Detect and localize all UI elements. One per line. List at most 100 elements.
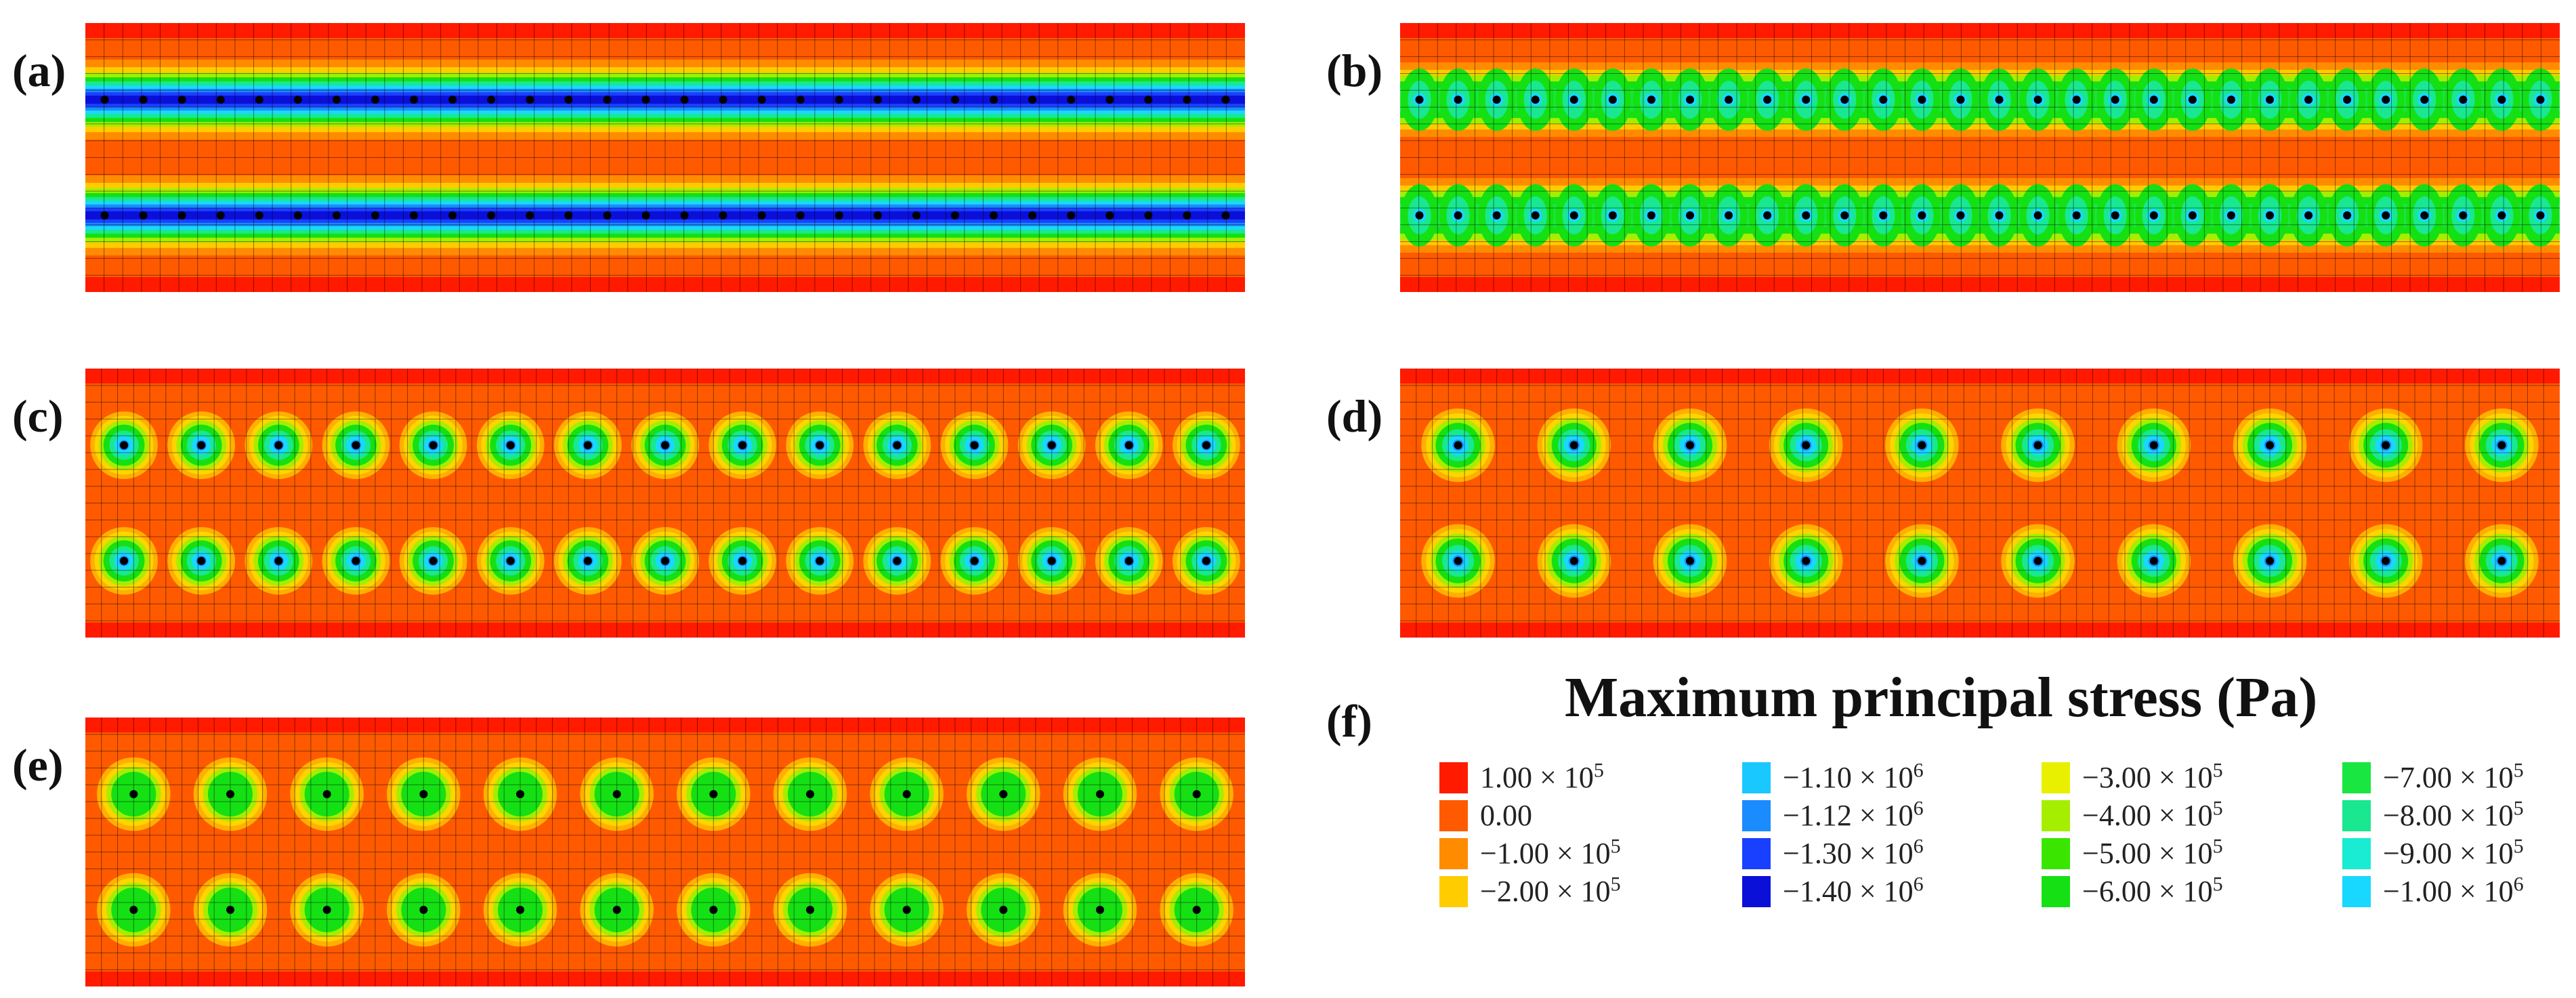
- legend-swatch: [2342, 800, 2371, 831]
- anchor-point: [806, 790, 814, 799]
- anchor-point: [2420, 96, 2429, 104]
- anchor-point: [999, 790, 1008, 799]
- edge-band-top: [85, 718, 1245, 732]
- anchor-point: [1028, 211, 1037, 220]
- anchor-point: [506, 441, 515, 450]
- anchor-point: [564, 96, 573, 104]
- legend-value: −1.30 × 106: [1783, 835, 1924, 870]
- legend-swatch: [2342, 838, 2371, 869]
- anchor-point: [661, 441, 669, 450]
- anchor-point: [1569, 96, 1578, 104]
- anchor-point: [912, 211, 921, 220]
- anchor-point: [1918, 211, 1926, 220]
- anchor-point: [197, 441, 206, 450]
- anchor-point: [293, 211, 302, 220]
- anchor-point: [583, 441, 592, 450]
- anchor-point: [1202, 441, 1210, 450]
- legend-swatch: [2042, 800, 2070, 831]
- anchor-point: [100, 96, 109, 104]
- anchor-point: [2459, 96, 2468, 104]
- anchor-point: [1047, 556, 1056, 565]
- anchor-point: [293, 96, 302, 104]
- anchor-point: [2497, 441, 2506, 450]
- mesh-grid: [85, 369, 1245, 638]
- anchor-point: [970, 441, 979, 450]
- anchor-point: [1918, 556, 1926, 565]
- anchor-point: [255, 96, 263, 104]
- anchor-point: [2226, 96, 2235, 104]
- anchor-point: [1569, 556, 1578, 565]
- anchor-point: [1454, 441, 1462, 450]
- mesh-grid: [85, 718, 1245, 986]
- anchor-point: [2072, 211, 2081, 220]
- anchor-point: [2149, 441, 2158, 450]
- anchor-point: [1454, 96, 1462, 104]
- edge-band-bottom: [85, 277, 1245, 292]
- anchor-point: [835, 96, 843, 104]
- anchor-point: [526, 211, 534, 220]
- anchor-point: [2536, 211, 2545, 220]
- anchor-point: [1047, 441, 1056, 450]
- anchor-point: [216, 96, 225, 104]
- edge-band-bottom: [85, 972, 1245, 986]
- legend-value: −4.00 × 105: [2082, 797, 2223, 832]
- anchor-point: [2382, 556, 2390, 565]
- mesh-grid: [1400, 369, 2560, 638]
- legend-swatch: [2342, 876, 2371, 907]
- anchor-point: [583, 556, 592, 565]
- anchor-point: [709, 790, 718, 799]
- anchor-point: [970, 556, 979, 565]
- anchor-point: [2304, 96, 2313, 104]
- anchor-point: [661, 556, 669, 565]
- anchor-point: [274, 556, 283, 565]
- anchor-point: [564, 211, 573, 220]
- anchor-point: [680, 211, 689, 220]
- anchor-point: [1995, 211, 2004, 220]
- anchor-point: [226, 790, 234, 799]
- mesh-grid: [85, 23, 1245, 292]
- edge-band-bottom: [1400, 277, 2560, 292]
- anchor-point: [1096, 905, 1104, 914]
- anchor-point: [1124, 441, 1133, 450]
- stress-band: [1400, 203, 2560, 227]
- anchor-point: [2343, 211, 2352, 220]
- anchor-point: [487, 96, 496, 104]
- anchor-point: [2188, 96, 2197, 104]
- anchor-point: [139, 211, 148, 220]
- legend-value: −1.10 × 106: [1783, 759, 1924, 794]
- anchor-point: [1802, 556, 1811, 565]
- anchor-point: [902, 905, 911, 914]
- anchor-point: [1802, 96, 1811, 104]
- legend-value: 0.00: [1480, 799, 1532, 832]
- legend-value: 1.00 × 105: [1480, 759, 1604, 794]
- legend-value: −3.00 × 105: [2082, 759, 2223, 794]
- anchor-point: [1608, 211, 1617, 220]
- anchor-point: [757, 211, 766, 220]
- anchor-point: [526, 96, 534, 104]
- anchor-point: [1221, 211, 1230, 220]
- anchor-point: [1192, 790, 1201, 799]
- legend-value: −1.12 × 106: [1783, 797, 1924, 832]
- legend-swatch: [1742, 800, 1771, 831]
- anchor-point: [2149, 556, 2158, 565]
- anchor-point: [226, 905, 234, 914]
- anchor-point: [177, 211, 186, 220]
- anchor-point: [641, 96, 650, 104]
- anchor-point: [1492, 96, 1501, 104]
- anchor-point: [429, 556, 438, 565]
- anchor-point: [2072, 96, 2081, 104]
- anchor-point: [1067, 211, 1076, 220]
- anchor-point: [1105, 96, 1114, 104]
- anchor-point: [2304, 211, 2313, 220]
- edge-band-top: [1400, 23, 2560, 38]
- panel-background: [85, 718, 1245, 986]
- anchor-point: [873, 96, 882, 104]
- legend-value: −8.00 × 105: [2383, 797, 2524, 832]
- anchor-point: [902, 790, 911, 799]
- anchor-point: [1569, 441, 1578, 450]
- anchor-point: [1569, 211, 1578, 220]
- legend-swatch: [1742, 876, 1771, 907]
- panel-e-stress-map: [85, 718, 1245, 986]
- anchor-point: [487, 211, 496, 220]
- anchor-point: [516, 905, 524, 914]
